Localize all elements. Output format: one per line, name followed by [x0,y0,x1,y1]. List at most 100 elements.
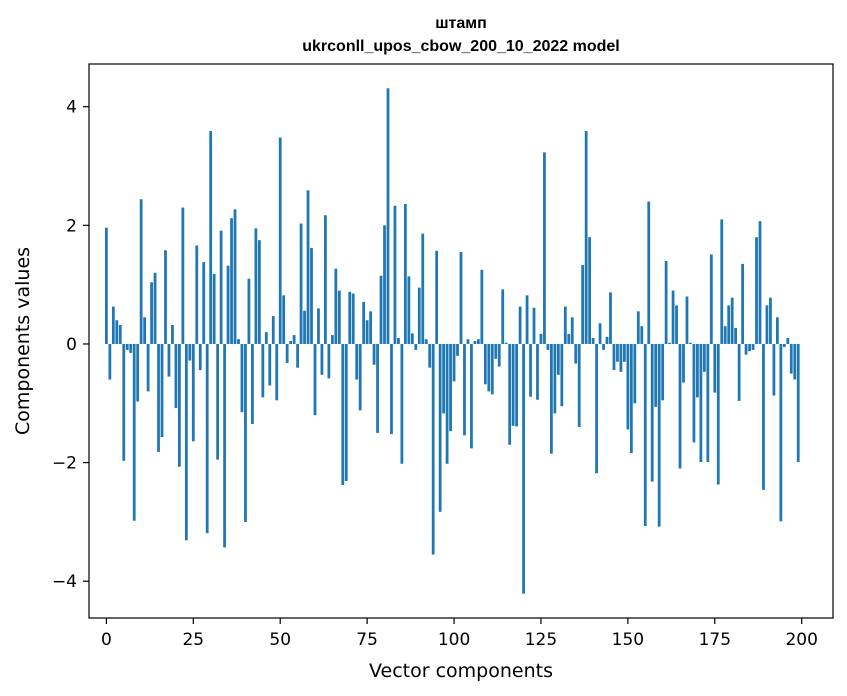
bar [734,327,738,344]
bar [779,343,783,522]
bar [219,230,223,344]
bar [237,339,240,344]
bar [762,343,765,490]
bar [150,282,153,344]
bar [257,240,261,344]
bar [327,343,331,379]
y-tick-label: 2 [66,216,77,236]
x-tick-label: 150 [612,630,644,650]
bar [216,343,220,460]
bar [518,306,522,344]
y-tick-label: 4 [66,98,77,118]
bar [310,247,313,344]
bar [633,343,637,404]
bar [118,324,122,344]
bar [383,225,386,344]
bar [716,343,720,485]
bar [244,343,247,522]
bar [553,343,557,414]
bar [574,343,578,364]
x-tick-label: 25 [182,630,204,650]
bar [369,311,372,344]
plot-frame [88,63,834,619]
bar [271,316,275,344]
bar [796,343,800,463]
bar [612,343,616,371]
bar [351,293,355,344]
bar [247,278,251,344]
bar [330,335,334,344]
bar [407,276,411,344]
bar [591,338,595,344]
bar [709,254,713,344]
bar [550,343,553,454]
bar [602,343,605,350]
bar [494,343,498,359]
bar [254,228,258,344]
bar [702,343,706,372]
bar [400,343,404,464]
x-tick-label: 200 [785,630,817,650]
bar [539,333,543,344]
bar [741,263,744,344]
bar [643,343,647,527]
bar [320,343,324,375]
bar [532,307,536,344]
bar [157,343,160,452]
bar [786,338,790,344]
bar [417,287,421,344]
bar [689,342,692,344]
bar [313,343,317,416]
bar [487,343,491,392]
bar [146,343,150,392]
bar [563,306,567,344]
bar [390,343,393,435]
bar [675,305,678,344]
bar [299,223,303,344]
bar [212,273,216,344]
bar [522,343,525,594]
bar [546,343,550,350]
x-tick-label: 75 [356,630,378,650]
y-axis-ticks: −4 −2 0 2 4 [52,98,89,592]
bar [470,343,473,449]
x-tick-label: 100 [438,630,470,650]
bar [671,290,675,344]
bar [636,311,640,344]
bar [181,207,185,344]
bar [623,343,626,362]
bar [261,343,265,398]
bar [306,190,310,344]
bar [348,291,352,344]
bar [616,343,619,362]
bar [324,215,327,344]
bar [668,342,671,344]
bar [191,343,195,442]
bar [143,317,147,344]
bar [358,343,362,411]
bar [706,343,710,463]
bar [251,343,254,425]
bar [167,343,171,377]
bar [772,343,776,396]
bar [567,333,571,344]
bar [233,209,237,344]
bar [278,137,282,344]
bar [111,306,115,344]
x-tick-label: 50 [269,630,291,650]
bar [125,343,129,350]
bar [282,295,286,344]
y-tick-label: 0 [66,335,77,355]
bar [230,218,233,344]
bar [115,320,119,344]
bar [431,343,435,555]
bar [664,260,668,344]
bar [226,265,230,344]
bar [139,199,143,344]
bar [699,343,703,463]
x-tick-label: 125 [525,630,557,650]
bar [122,343,126,461]
bar [104,227,108,344]
y-tick-label: −4 [52,572,77,592]
chart-title: штамп [435,15,487,32]
